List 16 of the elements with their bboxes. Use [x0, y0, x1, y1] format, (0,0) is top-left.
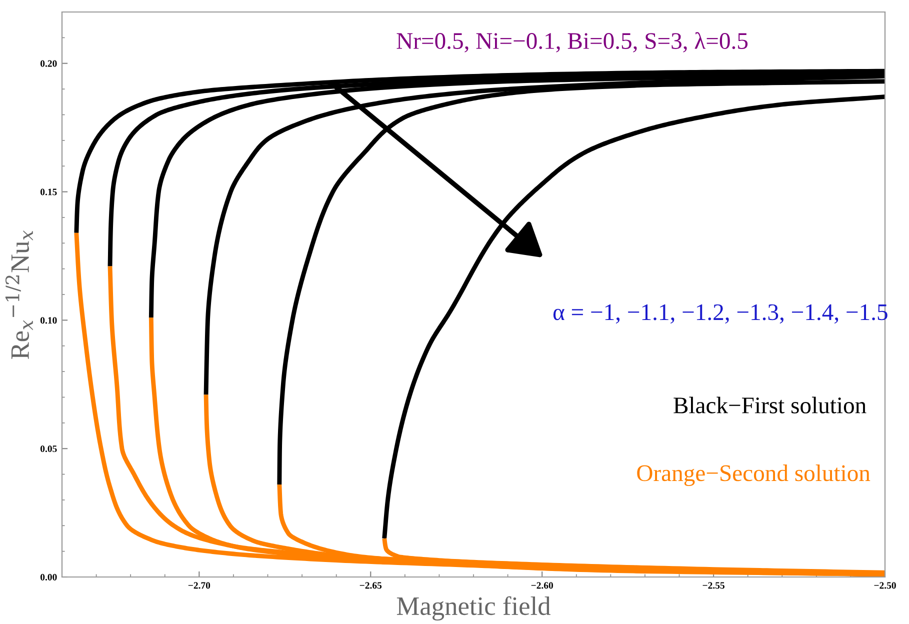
y-tick-label: 0.20: [40, 60, 57, 67]
x-tick-label: −2.65: [360, 582, 382, 589]
annotation: Black−First solution: [674, 396, 866, 414]
x-axis-title: Magnetic field: [396, 596, 550, 621]
x-tick-label: −2.70: [188, 582, 210, 589]
x-tick-label: −2.60: [531, 582, 553, 589]
y-axis-title: Re$_{x}$$^{−1/2}$Nu$_{x}$: [5, 230, 33, 360]
x-tick-label: −2.50: [874, 582, 896, 589]
annotation: Nr=0.5, Ni=−0.1, Bi=0.5, S=3, λ=0.5: [396, 32, 748, 52]
x-tick-label: −2.55: [702, 582, 724, 589]
annotation: α = −1, −1.1, −1.2, −1.3, −1.4, −1.5: [553, 304, 888, 324]
y-tick-label: 0.05: [40, 446, 57, 452]
y-tick-label: 0.15: [40, 188, 57, 196]
y-tick-label: 0.10: [40, 317, 57, 324]
annotation: Orange−Second solution: [637, 464, 870, 486]
y-tick-label: 0.00: [40, 574, 57, 581]
